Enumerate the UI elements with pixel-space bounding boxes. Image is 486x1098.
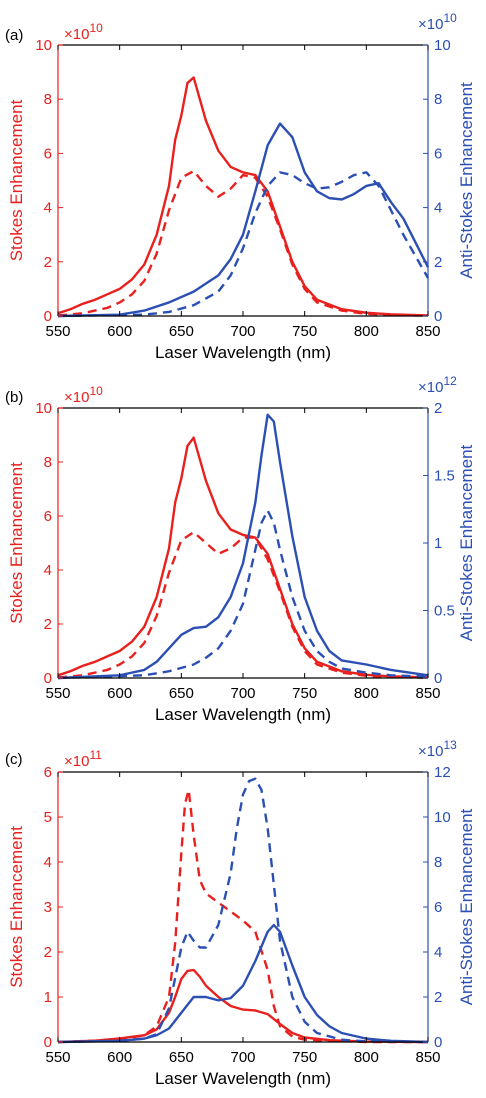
stokes-solid-line [57, 436, 429, 679]
x-tick-label: 850 [415, 323, 440, 340]
right-tick-label: 2 [434, 400, 442, 417]
x-tick-label: 650 [169, 323, 194, 340]
left-tick-label: 1 [44, 989, 52, 1006]
x-tick-label: 700 [230, 1049, 255, 1066]
right-tick-label: 0 [434, 670, 442, 687]
left-tick-label: 6 [44, 508, 52, 525]
anti-stokes-solid-line [57, 122, 430, 318]
panel-a: 550 600 650 700 750 800 85002468100246810×1010… [5, 11, 476, 362]
right-tick-label: 2 [434, 254, 442, 271]
right-tick-label: 0 [434, 308, 442, 325]
left-axis-label: Stokes Enhancement [7, 826, 26, 988]
right-tick-label: 8 [434, 91, 442, 108]
x-tick-label: 600 [107, 1049, 132, 1066]
right-axis-label: Anti-Stokes Enhancement [457, 444, 476, 641]
x-tick-label: 750 [292, 685, 317, 702]
right-axis-label: Anti-Stokes Enhancement [457, 808, 476, 1005]
left-tick-label: 8 [44, 454, 52, 471]
x-axis-label: Laser Wavelength (nm) [155, 705, 331, 724]
x-tick-label: 600 [107, 685, 132, 702]
x-tick-label: 700 [230, 323, 255, 340]
left-tick-label: 0 [44, 1034, 52, 1051]
left-tick-label: 10 [35, 37, 52, 54]
right-multiplier: ×1010 [418, 11, 457, 33]
left-exponent: 10 [89, 21, 103, 35]
x-tick-label: 550 [45, 1049, 70, 1066]
right-tick-label: 6 [434, 145, 442, 162]
x-tick-label: 700 [230, 685, 255, 702]
right-tick-label: 4 [434, 944, 442, 961]
right-tick-label: 2 [434, 989, 442, 1006]
left-tick-label: 4 [44, 854, 52, 871]
x-tick-label: 800 [354, 685, 379, 702]
right-tick-label: 1 [434, 535, 442, 552]
left-axis-label: Stokes Enhancement [7, 99, 26, 261]
x-tick-label: 600 [107, 323, 132, 340]
left-tick-label: 10 [35, 400, 52, 417]
right-tick-label: 4 [434, 200, 442, 217]
left-tick-label: 2 [44, 944, 52, 961]
left-tick-label: 2 [44, 616, 52, 633]
x-tick-label: 850 [415, 1049, 440, 1066]
x-tick-label: 650 [169, 685, 194, 702]
stokes-dashed-line [57, 169, 429, 317]
x-tick-label: 850 [415, 685, 440, 702]
stokes-dashed-line [57, 531, 429, 679]
left-tick-label: 4 [44, 562, 52, 579]
x-tick-label: 750 [292, 323, 317, 340]
left-tick-label: 6 [44, 764, 52, 781]
left-exponent: 11 [89, 748, 102, 762]
right-tick-label: 10 [434, 809, 451, 826]
right-exponent: 10 [443, 11, 457, 25]
x-tick-label: 750 [292, 1049, 317, 1066]
anti-stokes-dashed-line [57, 171, 430, 318]
right-tick-label: 8 [434, 854, 442, 871]
panel-label: (b) [5, 389, 23, 406]
left-tick-label: 6 [44, 145, 52, 162]
left-tick-label: 0 [44, 670, 52, 687]
panel-label: (c) [5, 751, 23, 768]
stokes-solid-line [57, 76, 429, 317]
stokes-dashed-line [57, 788, 428, 1044]
x-axis-label: Laser Wavelength (nm) [155, 1069, 331, 1088]
left-tick-label: 0 [44, 308, 52, 325]
right-exponent: 12 [443, 374, 457, 388]
left-axis-label: Stokes Enhancement [7, 462, 26, 624]
left-multiplier: ×1010 [64, 384, 103, 406]
anti-stokes-dashed-line [57, 509, 429, 680]
x-tick-label: 650 [169, 1049, 194, 1066]
x-tick-label: 800 [354, 323, 379, 340]
stokes-solid-line [57, 968, 429, 1044]
left-tick-label: 5 [44, 809, 52, 826]
right-axis-label: Anti-Stokes Enhancement [457, 82, 476, 279]
right-tick-label: 10 [434, 37, 451, 54]
right-tick-label: 1.5 [434, 468, 455, 485]
left-multiplier: ×1011 [64, 748, 102, 770]
left-tick-label: 8 [44, 91, 52, 108]
right-tick-label: 6 [434, 899, 442, 916]
x-tick-label: 550 [45, 685, 70, 702]
left-multiplier: ×1010 [64, 21, 103, 43]
panel-c: 550 600 650 700 750 800 8500123456024681012×10… [5, 738, 476, 1088]
anti-stokes-dashed-line [57, 777, 429, 1044]
left-exponent: 10 [89, 384, 103, 398]
left-tick-label: 4 [44, 200, 52, 217]
panel-label: (a) [5, 27, 23, 44]
anti-stokes-solid-line [57, 413, 429, 680]
panel-b: 550 600 650 700 750 800 850024681000.511.52×10… [5, 374, 476, 724]
left-tick-label: 3 [44, 899, 52, 916]
right-exponent: 13 [443, 738, 457, 752]
x-tick-label: 550 [45, 323, 70, 340]
x-tick-label: 800 [354, 1049, 379, 1066]
right-tick-label: 0 [434, 1034, 442, 1051]
anti-stokes-solid-line [57, 923, 429, 1044]
right-tick-label: 0.5 [434, 603, 455, 620]
left-tick-label: 2 [44, 254, 52, 271]
x-axis-label: Laser Wavelength (nm) [155, 343, 331, 362]
right-tick-label: 12 [434, 764, 451, 781]
right-multiplier: ×1013 [418, 738, 457, 760]
right-multiplier: ×1012 [418, 374, 457, 396]
